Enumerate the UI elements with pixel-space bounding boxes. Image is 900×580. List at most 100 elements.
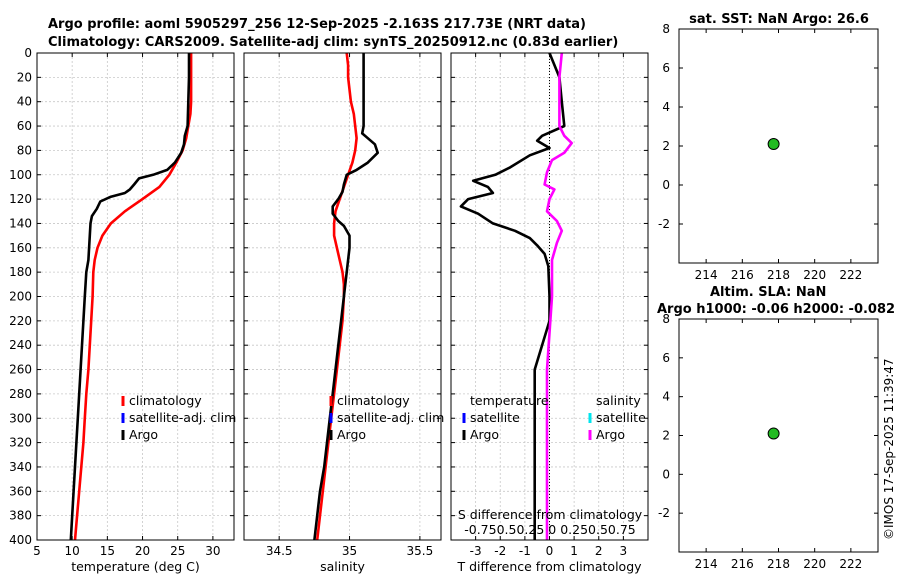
sla_panel-xtick-label: 218 xyxy=(767,557,790,571)
temperature-ytick-label: 0 xyxy=(24,46,32,60)
sst_panel-ytick-label: 4 xyxy=(662,100,670,114)
sla_panel: 214 216 218 220 222 -2 0 2 4 6 8 xyxy=(658,312,879,571)
sst_panel-xtick-label: 218 xyxy=(767,268,790,282)
sla_panel-xtick-label: 216 xyxy=(731,557,754,571)
temperature-ytick-label: 200 xyxy=(9,290,32,304)
difference-series-s-argo---clim xyxy=(543,52,574,540)
sst_panel-xtick-label: 216 xyxy=(731,268,754,282)
sst_panel-ytick-label: -2 xyxy=(658,217,670,231)
difference-xtick-label: -1 xyxy=(519,544,531,558)
title-line-2: Climatology: CARS2009. Satellite-adj cli… xyxy=(48,35,618,50)
temperature-xtick-label: 25 xyxy=(170,544,185,558)
salinity-frame xyxy=(243,52,442,541)
temperature-ytick-label: 360 xyxy=(9,484,32,498)
salinity-series-argo xyxy=(313,53,380,541)
temperature-ytick-label: 100 xyxy=(9,168,32,182)
temperature-ytick-label: 400 xyxy=(9,533,32,547)
salinity-legend-label: climatology xyxy=(337,393,410,408)
sst_panel-xtick-label: 222 xyxy=(839,268,862,282)
sla_panel-xtick-label: 222 xyxy=(839,557,862,571)
temperature-ytick-label: 140 xyxy=(9,216,32,230)
difference-xtick-label: 1 xyxy=(570,544,578,558)
sla_panel-ytick-label: 8 xyxy=(662,312,670,326)
difference-xtick-label: 2 xyxy=(595,544,603,558)
difference-legend-salinity-title: salinity xyxy=(596,393,641,408)
difference-top-xticks: -0.750.50.25 0 0.250.50.75 xyxy=(464,522,636,537)
difference-panel: -3 -2 -1 0 1 2 3T difference from climatology t… xyxy=(450,52,649,574)
temperature-ytick-label: 20 xyxy=(17,70,32,84)
sla_panel-ytick-label: 6 xyxy=(662,351,670,365)
difference-legend-label: satellite xyxy=(470,410,520,425)
temperature-ytick-label: 120 xyxy=(9,192,32,206)
temperature-legend-label: Argo xyxy=(129,427,158,442)
imos-timestamp: ©IMOS 17-Sep-2025 11:39:47 xyxy=(882,358,896,540)
difference-legend-label: Argo xyxy=(470,427,499,442)
sla_panel-argo-point xyxy=(767,427,780,440)
temperature-ytick-label: 380 xyxy=(9,509,32,523)
difference-xtick-label: 0 xyxy=(546,544,554,558)
salinity-legend-label: Argo xyxy=(337,427,366,442)
temperature-panel: 5 10 15 20 25 3002040608010012014016018020022… xyxy=(9,46,236,574)
temperature-ytick-label: 340 xyxy=(9,460,32,474)
temperature-ytick-label: 60 xyxy=(17,119,32,133)
salinity-legend-label: satellite-adj. clim xyxy=(337,410,444,425)
sst_panel: 214 216 218 220 222 -2 0 2 4 6 8 xyxy=(658,22,879,282)
temperature-ytick-label: 160 xyxy=(9,241,32,255)
temperature-legend-label: climatology xyxy=(129,393,202,408)
temperature-ytick-label: 240 xyxy=(9,338,32,352)
difference-xtick-label: -2 xyxy=(494,544,506,558)
temperature-ytick-label: 80 xyxy=(17,143,32,157)
temperature-xtick-label: 20 xyxy=(135,544,150,558)
temperature-ytick-label: 320 xyxy=(9,436,32,450)
difference-series-t-argo---clim xyxy=(459,52,566,540)
sst_panel-ytick-label: 8 xyxy=(662,22,670,36)
sst_panel-xtick-label: 220 xyxy=(803,268,826,282)
sst_panel-xtick-label: 214 xyxy=(695,268,718,282)
temperature-ytick-label: 260 xyxy=(9,363,32,377)
difference-xtick-label: 3 xyxy=(620,544,628,558)
temperature-series-climatology xyxy=(73,53,193,541)
sla_panel-ytick-label: -2 xyxy=(658,506,670,520)
sla_panel-ytick-label: 4 xyxy=(662,390,670,404)
temperature-xtick-label: 30 xyxy=(205,544,220,558)
title-line-1: Argo profile: aoml 5905297_256 12-Sep-20… xyxy=(48,17,586,32)
salinity-xtick-label: 34.5 xyxy=(266,544,293,558)
sla-panel-title-1: Altim. SLA: NaN xyxy=(710,285,826,300)
difference-top-xlabel: S difference from climatology xyxy=(458,507,643,522)
salinity-panel: 34.5 35 35.5 salinity climatology satellite-a… xyxy=(243,52,444,574)
difference-legend-label: satellite xyxy=(596,410,646,425)
temperature-xlabel: temperature (deg C) xyxy=(71,559,200,574)
sla_panel-xtick-label: 214 xyxy=(695,557,718,571)
temperature-xtick-label: 10 xyxy=(65,544,80,558)
salinity-xlabel: salinity xyxy=(320,559,365,574)
difference-legend-temperature-title: temperature xyxy=(470,393,549,408)
sst_panel-frame xyxy=(678,28,879,264)
sst_panel-ytick-label: 2 xyxy=(662,139,670,153)
temperature-xtick-label: 5 xyxy=(33,544,41,558)
difference-frame xyxy=(450,52,649,541)
sla-panel-title-2: Argo h1000: -0.06 h2000: -0.082 xyxy=(657,302,895,317)
temperature-ytick-label: 180 xyxy=(9,265,32,279)
sst-panel-title: sat. SST: NaN Argo: 26.6 xyxy=(689,12,869,27)
salinity-xtick-label: 35 xyxy=(342,544,357,558)
temperature-series-argo xyxy=(69,53,191,541)
temperature-frame xyxy=(36,52,235,541)
salinity-xtick-label: 35.5 xyxy=(407,544,434,558)
sst_panel-ytick-label: 0 xyxy=(662,178,670,192)
sla_panel-ytick-label: 2 xyxy=(662,429,670,443)
sst_panel-ytick-label: 6 xyxy=(662,61,670,75)
temperature-ytick-label: 40 xyxy=(17,95,32,109)
temperature-ytick-label: 220 xyxy=(9,314,32,328)
temperature-xtick-label: 15 xyxy=(100,544,115,558)
difference-xtick-label: -3 xyxy=(470,544,482,558)
temperature-ytick-label: 280 xyxy=(9,387,32,401)
difference-legend-label: Argo xyxy=(596,427,625,442)
temperature-ytick-label: 300 xyxy=(9,411,32,425)
sla_panel-xtick-label: 220 xyxy=(803,557,826,571)
sla_panel-frame xyxy=(678,318,879,553)
difference-xlabel: T difference from climatology xyxy=(456,559,642,574)
temperature-legend-label: satellite-adj. clim xyxy=(129,410,236,425)
sst_panel-argo-point xyxy=(767,138,780,151)
sla_panel-ytick-label: 0 xyxy=(662,467,670,481)
